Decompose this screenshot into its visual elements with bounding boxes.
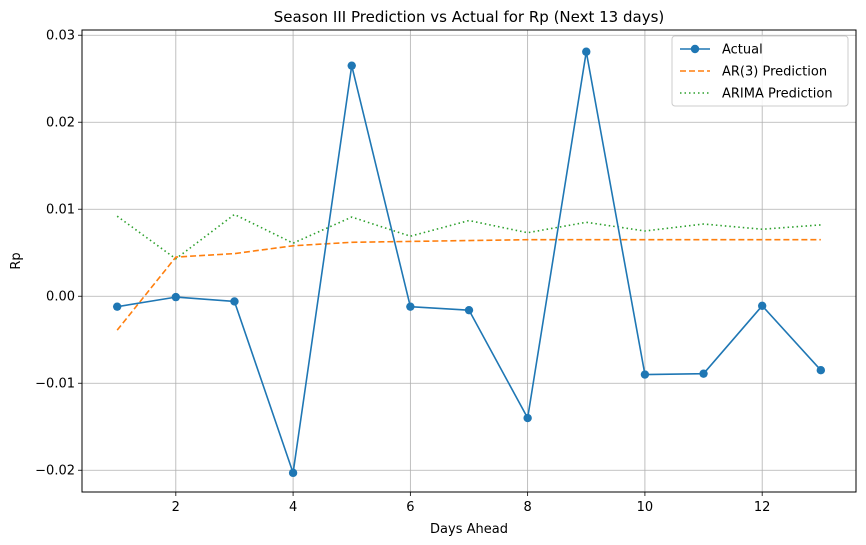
x-axis-title: Days Ahead: [430, 522, 508, 537]
y-tick-label: 0.03: [46, 29, 75, 44]
x-tick-label: 4: [289, 500, 297, 515]
data-point-actual: [816, 365, 826, 375]
data-point-actual: [640, 370, 650, 379]
data-point-actual: [757, 301, 767, 311]
grid-lines: [82, 30, 856, 492]
data-point-actual: [464, 305, 474, 315]
data-point-actual: [347, 61, 356, 70]
x-tick-label: 6: [406, 500, 414, 515]
x-tick-label: 8: [523, 500, 531, 515]
series-line-arima-prediction: [116, 213, 821, 260]
y-axis-title: Rp: [9, 252, 24, 269]
x-tick-label: 12: [754, 500, 771, 515]
legend: Actual AR(3) Prediction ARIMA Prediction: [671, 35, 849, 107]
data-point-actual: [699, 369, 708, 378]
axis-ticks: 2 4 6 8 10 12 −0.02 −0.01 0.00 0.01 0.02 0.03: [35, 29, 770, 515]
data-point-actual: [523, 413, 532, 423]
data-point-actual: [112, 302, 122, 311]
series-layer: [112, 47, 826, 478]
x-tick-label: 2: [172, 500, 180, 515]
y-tick-label: −0.01: [35, 377, 75, 392]
y-tick-label: 0.02: [46, 116, 75, 131]
data-point-actual: [171, 292, 181, 302]
chart-title: Season III Prediction vs Actual for Rp (…: [274, 8, 665, 26]
legend-label-ar-3-prediction: AR(3) Prediction: [722, 65, 827, 80]
legend-label-arima-prediction: ARIMA Prediction: [722, 87, 833, 102]
series-line-ar-3-prediction: [116, 238, 821, 331]
y-tick-label: 0.00: [46, 290, 75, 305]
data-point-actual: [288, 468, 298, 478]
legend-box: [671, 35, 849, 107]
legend-label-actual: Actual: [722, 43, 763, 58]
series-line-actual: [117, 50, 822, 474]
data-point-actual: [230, 297, 239, 306]
data-point-actual: [406, 302, 415, 311]
data-point-actual: [582, 47, 591, 56]
y-tick-label: 0.01: [46, 203, 75, 218]
legend-marker-actual: [690, 44, 700, 54]
x-tick-label: 10: [637, 500, 654, 515]
plot-area: [81, 29, 857, 493]
y-tick-label: −0.02: [35, 464, 75, 479]
